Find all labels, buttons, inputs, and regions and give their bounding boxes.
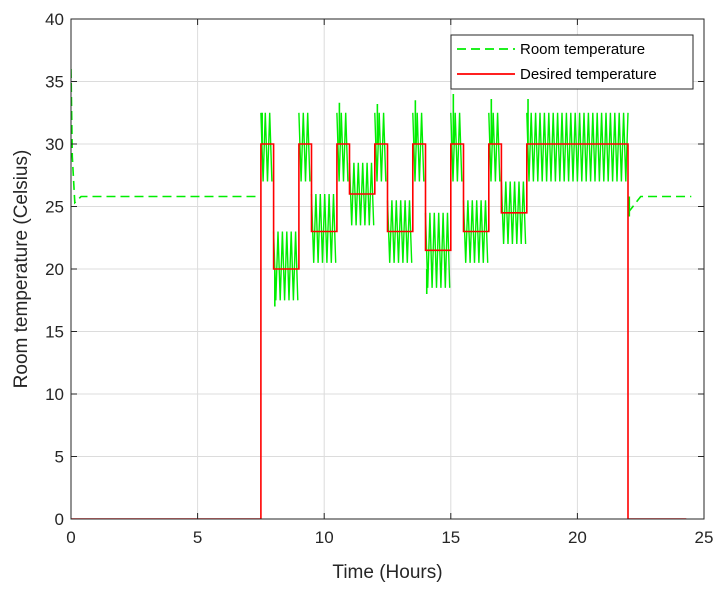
data-layer [71, 68, 692, 519]
x-tick-label: 20 [568, 528, 587, 547]
legend-label-desired-temperature: Desired temperature [520, 66, 657, 83]
x-tick-label: 10 [315, 528, 334, 547]
legend: Room temperature Desired temperature [450, 34, 694, 90]
x-axis-title: Time (Hours) [332, 562, 442, 583]
y-tick-label: 10 [45, 385, 64, 404]
y-tick-label: 15 [45, 323, 64, 342]
y-tick-label: 0 [55, 510, 64, 529]
room-temperature-line [627, 195, 692, 214]
legend-box [450, 34, 694, 90]
room-temperature-line [71, 68, 261, 205]
legend-label-room-temperature: Room temperature [520, 41, 645, 58]
ticks: 0 5 10 15 20 25 0 5 10 15 20 25 30 35 40 [45, 10, 713, 547]
y-axis-title: Room temperature (Celsius) [11, 150, 32, 389]
x-tick-label: 15 [441, 528, 460, 547]
x-tick-label: 25 [695, 528, 714, 547]
y-tick-label: 5 [55, 448, 64, 467]
desired-temperature-line [71, 143, 687, 519]
y-tick-label: 20 [45, 260, 64, 279]
y-tick-label: 30 [45, 135, 64, 154]
y-tick-label: 25 [45, 198, 64, 217]
y-tick-label: 35 [45, 73, 64, 92]
x-tick-label: 5 [193, 528, 202, 547]
y-tick-label: 40 [45, 10, 64, 29]
grid [71, 19, 704, 519]
x-tick-label: 0 [66, 528, 75, 547]
